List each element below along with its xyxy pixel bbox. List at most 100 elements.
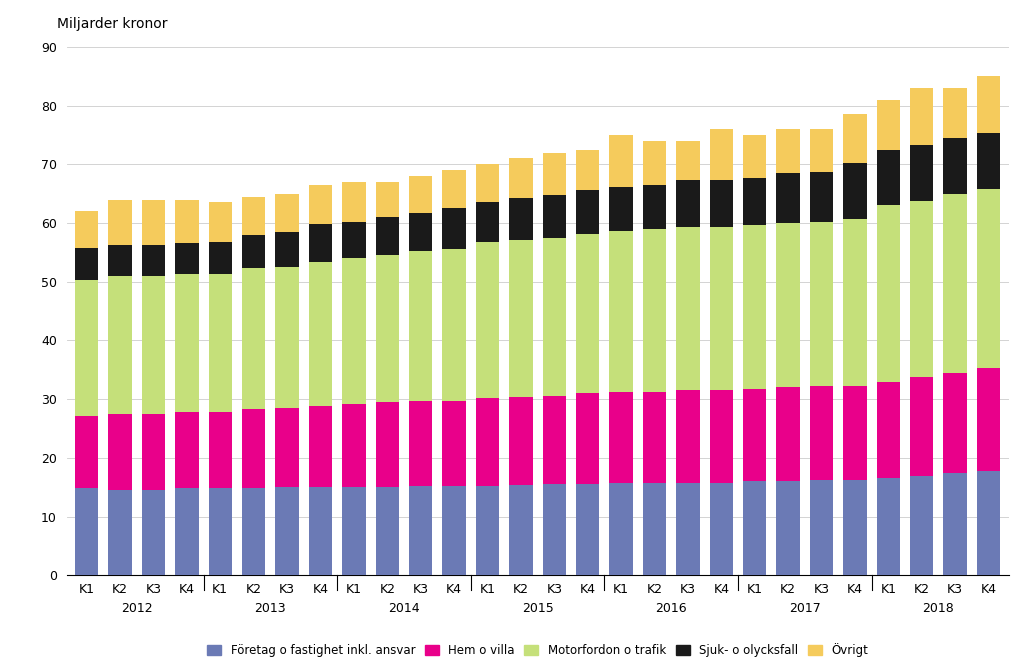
Bar [141,276,165,414]
Text: 2013: 2013 [255,602,286,615]
Bar [676,390,699,482]
Bar [743,389,766,482]
Bar [776,173,800,223]
Text: 2017: 2017 [788,602,820,615]
Bar [743,482,766,575]
Bar [242,268,265,409]
Bar [810,386,834,480]
Bar [209,274,231,412]
Bar [175,274,199,412]
Bar [509,240,532,397]
Bar [342,182,366,222]
Bar [309,262,332,406]
Bar [509,198,532,240]
Bar [109,245,132,276]
Bar [409,213,432,251]
Bar [275,487,299,575]
Bar [442,401,466,486]
Bar [776,223,800,387]
Bar [376,217,399,256]
Bar [643,185,667,229]
Bar [977,471,1000,575]
Bar [910,377,934,476]
Bar [442,486,466,575]
Bar [776,387,800,482]
Bar [509,159,532,198]
Bar [943,472,967,575]
Bar [309,185,332,224]
Bar [710,180,733,227]
Bar [643,392,667,483]
Bar [409,176,432,213]
Bar [844,480,866,575]
Bar [442,170,466,208]
Bar [342,258,366,404]
Bar [543,195,566,237]
Text: Miljarder kronor: Miljarder kronor [57,17,168,31]
Bar [141,490,165,575]
Bar [609,135,633,187]
Bar [476,165,499,203]
Text: 2015: 2015 [521,602,554,615]
Bar [810,222,834,386]
Bar [275,193,299,231]
Bar [309,406,332,487]
Bar [141,414,165,490]
Bar [977,368,1000,471]
Bar [577,150,599,189]
Bar [109,490,132,575]
Bar [877,205,900,381]
Bar [877,100,900,150]
Bar [242,197,265,235]
Bar [109,414,132,490]
Bar [877,478,900,575]
Text: 2014: 2014 [388,602,420,615]
Bar [476,242,499,398]
Bar [844,219,866,386]
Bar [141,245,165,276]
Bar [175,488,199,575]
Bar [577,393,599,484]
Bar [943,373,967,472]
Bar [442,250,466,401]
Bar [175,412,199,488]
Bar [844,163,866,219]
Bar [75,416,98,488]
Bar [977,133,1000,189]
Bar [175,199,199,243]
Bar [75,280,98,416]
Bar [409,251,432,401]
Bar [810,129,834,172]
Bar [543,396,566,484]
Legend: Företag o fastighet inkl. ansvar, Hem o villa, Motorfordon o trafik, Sjuk- o oly: Företag o fastighet inkl. ansvar, Hem o … [203,638,872,662]
Bar [676,140,699,180]
Bar [75,488,98,575]
Bar [609,231,633,392]
Bar [977,189,1000,368]
Bar [109,199,132,245]
Bar [442,208,466,250]
Bar [209,242,231,274]
Bar [543,153,566,195]
Bar [877,150,900,205]
Bar [810,480,834,575]
Bar [242,409,265,488]
Bar [75,248,98,280]
Bar [577,233,599,393]
Bar [910,201,934,377]
Bar [710,227,733,390]
Bar [476,203,499,242]
Bar [376,487,399,575]
Bar [309,487,332,575]
Text: 2016: 2016 [655,602,687,615]
Bar [409,401,432,486]
Bar [977,76,1000,133]
Bar [676,227,699,390]
Bar [509,397,532,486]
Bar [844,386,866,480]
Bar [141,199,165,245]
Bar [577,484,599,575]
Bar [577,189,599,233]
Bar [209,412,231,488]
Bar [943,88,967,138]
